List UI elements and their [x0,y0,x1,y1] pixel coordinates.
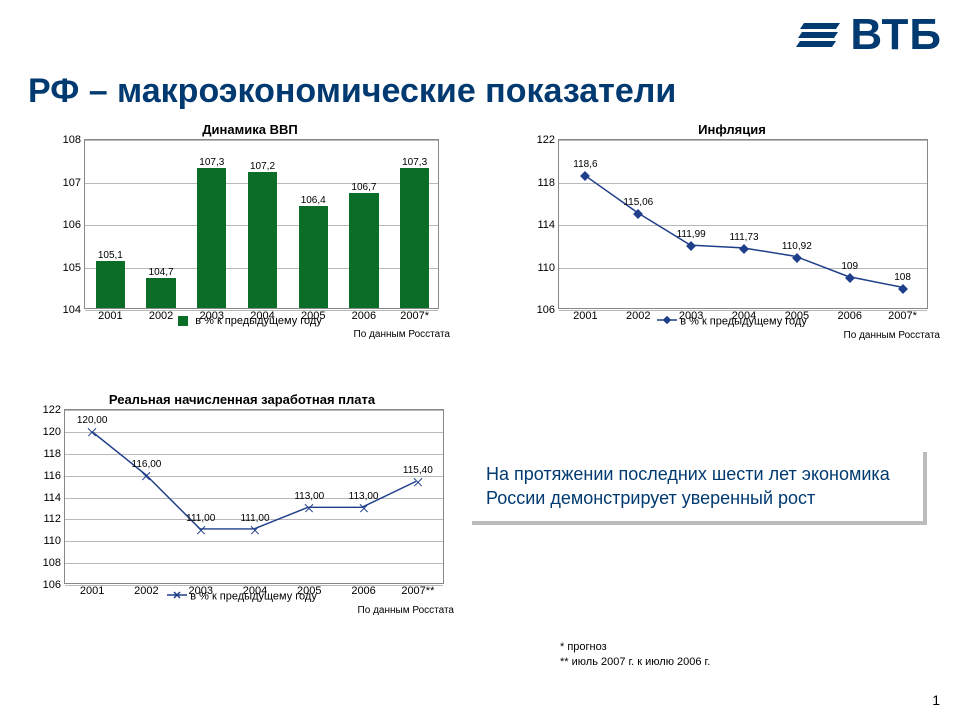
bar [197,168,226,308]
inflation-legend-marker [657,315,677,328]
gdp-chart-title: Динамика ВВП [50,122,450,137]
wages-source: По данным Росстата [30,605,454,616]
wages-legend-marker [167,590,187,603]
callout: На протяжении последних шести лет эконом… [472,452,927,525]
gdp-source: По данным Росстата [50,329,450,340]
inflation-source: По данным Росстата [524,330,940,341]
bar [299,206,328,308]
footnote-1: * прогноз [560,640,710,655]
bar [146,278,175,308]
gdp-plot: 1041051061071082001200220032004200520062… [84,139,439,309]
inflation-chart: Инфляция 1061101141181222001200220032004… [524,122,940,341]
wages-chart: Реальная начисленная заработная плата 10… [30,392,454,616]
bar [248,172,277,308]
bar [400,168,429,308]
bar [96,261,125,308]
wages-plot: 1061081101121141161181201222001200220032… [64,409,444,584]
footnote-2: ** июль 2007 г. к июлю 2006 г. [560,655,710,670]
bar [349,193,378,308]
slide: ВТБ РФ – макроэкономические показатели Д… [0,0,960,720]
inflation-plot: 1061101141181222001200220032004200520062… [558,139,928,309]
gdp-chart: Динамика ВВП 104105106107108200120022003… [50,122,450,340]
wages-chart-title: Реальная начисленная заработная плата [30,392,454,407]
footnotes: * прогноз ** июль 2007 г. к июлю 2006 г. [560,640,710,671]
page-number: 1 [932,692,940,708]
logo: ВТБ [796,10,942,60]
callout-text: На протяжении последних шести лет эконом… [486,464,890,508]
logo-text: ВТБ [850,10,942,60]
inflation-chart-title: Инфляция [524,122,940,137]
logo-icon [796,17,840,53]
gdp-legend-swatch [178,316,188,326]
page-title: РФ – макроэкономические показатели [28,72,676,111]
